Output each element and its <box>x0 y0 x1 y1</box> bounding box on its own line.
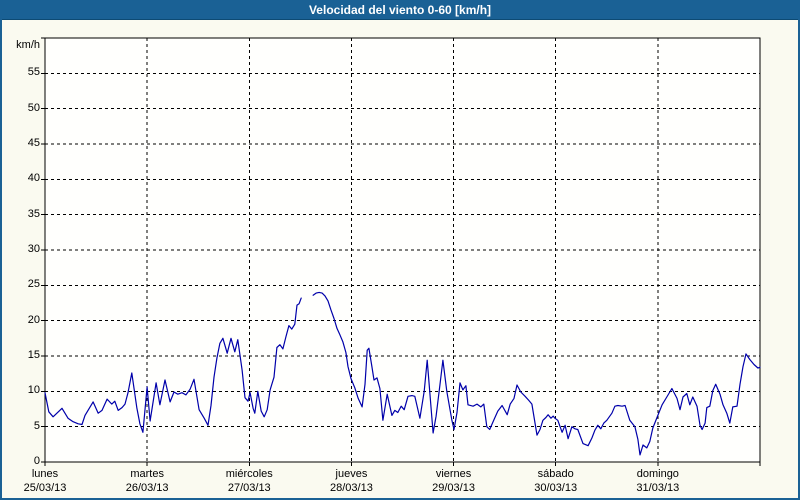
chart-title-bar: Velocidad del viento 0-60 [km/h] <box>0 0 800 20</box>
wind-speed-line <box>312 291 761 456</box>
y-tick-label: 35 <box>27 207 40 220</box>
x-day-name-label: viernes <box>435 468 472 480</box>
x-day-date-label: 30/03/13 <box>534 482 578 494</box>
y-tick-label: 15 <box>27 349 40 361</box>
y-axis-unit-label: km/h <box>16 39 40 51</box>
y-tick-label: 25 <box>27 278 40 291</box>
x-day-name-label: domingo <box>636 468 679 480</box>
x-day-name-label: martes <box>130 468 164 480</box>
x-day-date-label: 29/03/13 <box>432 482 475 494</box>
x-day-name-label: sábado <box>537 468 574 480</box>
y-tick-label: 50 <box>27 101 40 114</box>
chart-title: Velocidad del viento 0-60 [km/h] <box>308 3 492 17</box>
x-day-date-label: 28/03/13 <box>330 482 373 494</box>
x-day-date-label: 31/03/13 <box>636 482 680 494</box>
y-tick-label: 30 <box>27 243 40 255</box>
y-tick-label: 5 <box>33 419 40 432</box>
x-day-name-label: miércoles <box>225 468 273 480</box>
x-day-date-label: 25/03/13 <box>23 482 67 494</box>
y-tick-label: 45 <box>27 137 40 149</box>
y-tick-label: 40 <box>27 172 40 185</box>
y-tick-label: 20 <box>27 313 40 326</box>
x-day-date-label: 27/03/13 <box>227 482 271 494</box>
x-day-date-label: 26/03/13 <box>125 482 169 494</box>
y-tick-label: 55 <box>27 66 40 79</box>
y-tick-label: 0 <box>33 455 40 467</box>
x-day-name-label: lunes <box>31 468 59 480</box>
wind-speed-line <box>44 297 302 433</box>
y-tick-label: 10 <box>27 384 40 397</box>
x-day-name-label: jueves <box>335 468 368 480</box>
